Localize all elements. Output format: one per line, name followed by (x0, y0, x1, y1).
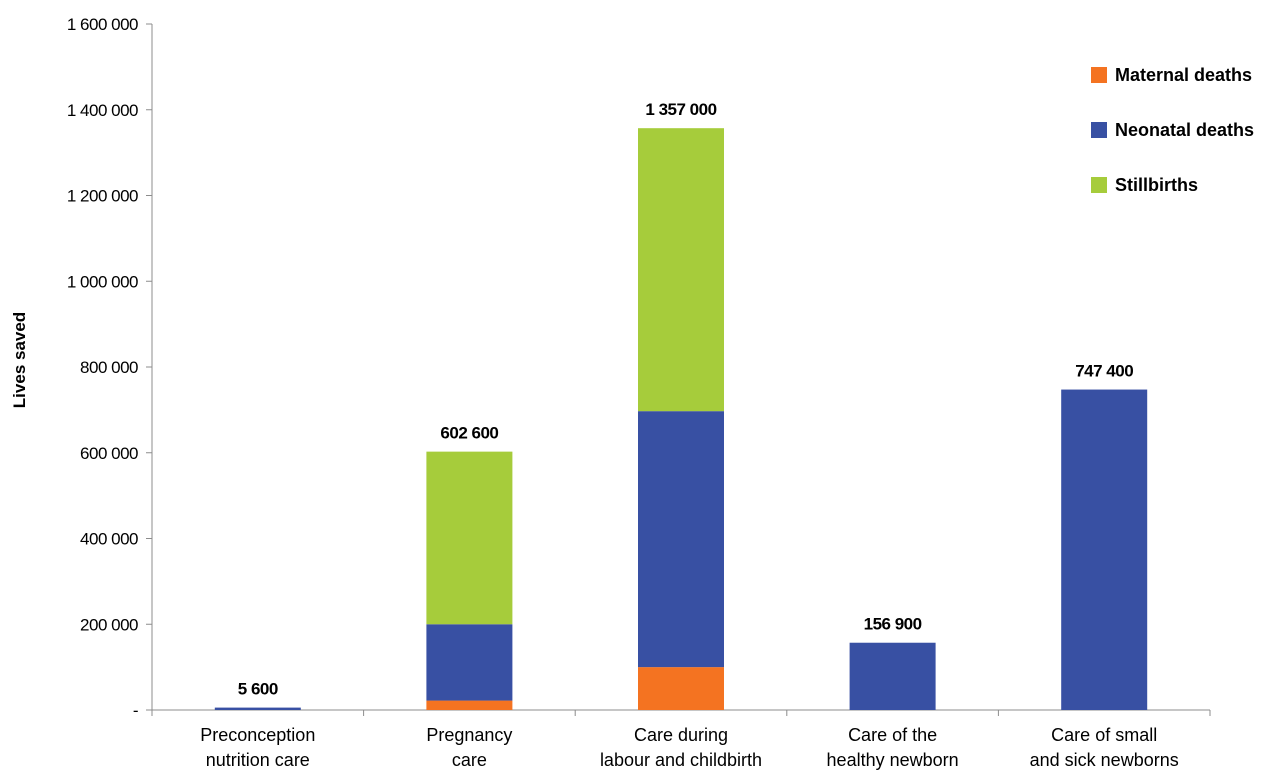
x-category-label: Care of small (1051, 725, 1157, 745)
y-tick-label: 600 000 (80, 444, 138, 463)
legend-swatch (1091, 67, 1107, 83)
x-category-label: Preconception (200, 725, 315, 745)
x-category-label: care (452, 750, 487, 770)
y-tick-label: 1 200 000 (67, 187, 138, 206)
legend-swatch (1091, 122, 1107, 138)
x-category-label: and sick newborns (1030, 750, 1179, 770)
bar-segment-stillbirths (426, 451, 513, 625)
total-labels: 5 600 602 600 1 357 000 156 900 747 400 (238, 100, 1134, 699)
y-axis: - 200 000 400 000 600 000 800 000 1 000 000 1 … (67, 15, 153, 720)
bar-segment-stillbirths (638, 128, 724, 412)
y-tick-label: 400 000 (80, 530, 138, 549)
y-tick-label: 1 600 000 (67, 15, 138, 34)
bar-segment-neonatal-deaths (638, 411, 724, 668)
legend-label: Stillbirths (1115, 175, 1198, 195)
bar-total-label: 747 400 (1075, 362, 1133, 381)
y-axis-title: Lives saved (10, 312, 29, 408)
x-category-label: Care during (634, 725, 728, 745)
y-tick-label: 200 000 (80, 615, 138, 634)
bar-segment-maternal-deaths (426, 700, 513, 710)
bar-segment-neonatal-deaths (1061, 389, 1148, 710)
x-category-label: Pregnancy (426, 725, 512, 745)
x-category-label: Care of the (848, 725, 937, 745)
bars (214, 128, 1148, 710)
bar-segment-neonatal-deaths (849, 642, 936, 710)
legend: Maternal deaths Neonatal deaths Stillbirth… (1091, 65, 1254, 195)
bar-segment-neonatal-deaths (426, 624, 513, 701)
legend-swatch (1091, 177, 1107, 193)
x-category-label: healthy newborn (827, 750, 959, 770)
bar-total-label: 1 357 000 (645, 100, 716, 119)
bar-total-label: 602 600 (440, 424, 498, 443)
legend-label: Neonatal deaths (1115, 120, 1254, 140)
x-axis: Preconception nutrition care Pregnancy care… (151, 709, 1211, 770)
y-tick-label: 1 400 000 (67, 101, 138, 120)
x-category-label: labour and childbirth (600, 750, 762, 770)
bar-segment-maternal-deaths (638, 667, 724, 710)
y-tick-label: 800 000 (80, 358, 138, 377)
legend-label: Maternal deaths (1115, 65, 1252, 85)
bar-segment-neonatal-deaths (214, 707, 301, 710)
bar-total-label: 156 900 (864, 615, 922, 634)
y-tick-label: 1 000 000 (67, 272, 138, 291)
y-tick-label: - (133, 701, 138, 720)
bar-total-label: 5 600 (238, 680, 278, 699)
x-category-label: nutrition care (206, 750, 310, 770)
